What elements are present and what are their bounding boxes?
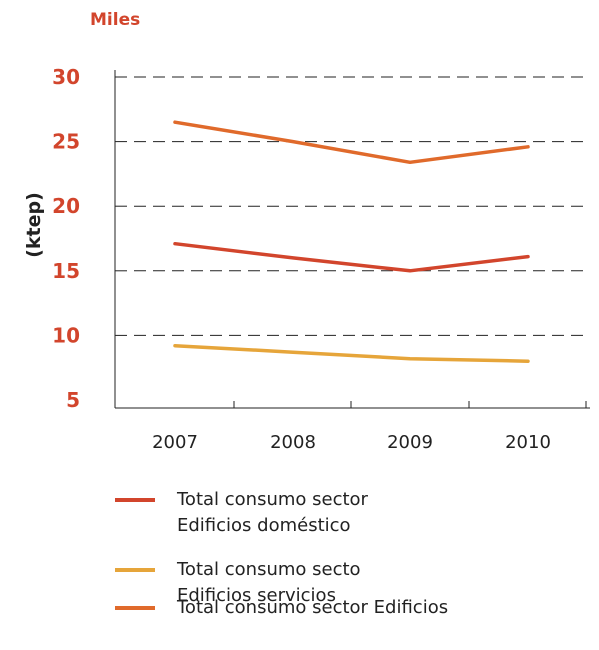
gridlines (115, 76, 590, 336)
y-tick-label: 15 (52, 259, 80, 283)
y-tick-label: 10 (52, 323, 80, 347)
legend-item-servicios: Total consumo secto Edificios servicios (115, 557, 361, 609)
legend-label-domestico: Total consumo sector Edificios doméstico (177, 487, 368, 539)
series-line-2 (173, 343, 530, 363)
legend-label-servicios: Total consumo secto Edificios servicios (177, 557, 361, 609)
x-tick-label: 2010 (505, 432, 551, 453)
legend-label-line: Total consumo sector (177, 489, 368, 510)
y-tick-label: 30 (52, 65, 80, 89)
x-tick-label: 2008 (270, 432, 316, 453)
y-axis-label: (ktep) (23, 192, 45, 258)
legend-label-edificios: Total consumo sector Edificios (177, 595, 448, 621)
y-tick-label: 25 (52, 130, 80, 154)
legend-swatch-servicios (115, 568, 155, 572)
legend-item-edificios: Total consumo sector Edificios (115, 595, 448, 621)
legend-label-line: Total consumo secto (177, 559, 361, 580)
legend-item-domestico: Total consumo sector Edificios doméstico (115, 487, 368, 539)
legend-label-line: Edificios servicios (177, 585, 336, 606)
legend-swatch-edificios (115, 606, 155, 610)
y-tick-label: 5 (66, 388, 80, 412)
series-lines (173, 120, 530, 363)
series-line-3 (173, 120, 530, 165)
axes (114, 70, 590, 409)
legend-swatch-domestico (115, 498, 155, 502)
legend-label-line: Total consumo sector Edificios (177, 597, 449, 618)
x-tick-labels: 2007 2008 2009 2010 (152, 432, 551, 453)
y-tick-label: 20 (52, 194, 80, 218)
series-line-1 (173, 241, 530, 273)
unit-label: Miles (90, 10, 140, 30)
legend-label-line: Edificios doméstico (177, 515, 351, 536)
x-tick-label: 2009 (387, 432, 433, 453)
y-tick-labels: 5 10 15 20 25 30 (52, 65, 80, 412)
x-tick-label: 2007 (152, 432, 198, 453)
line-chart: Miles (ktep) 5 10 15 20 25 30 2007 2008 2009 201… (23, 10, 590, 453)
